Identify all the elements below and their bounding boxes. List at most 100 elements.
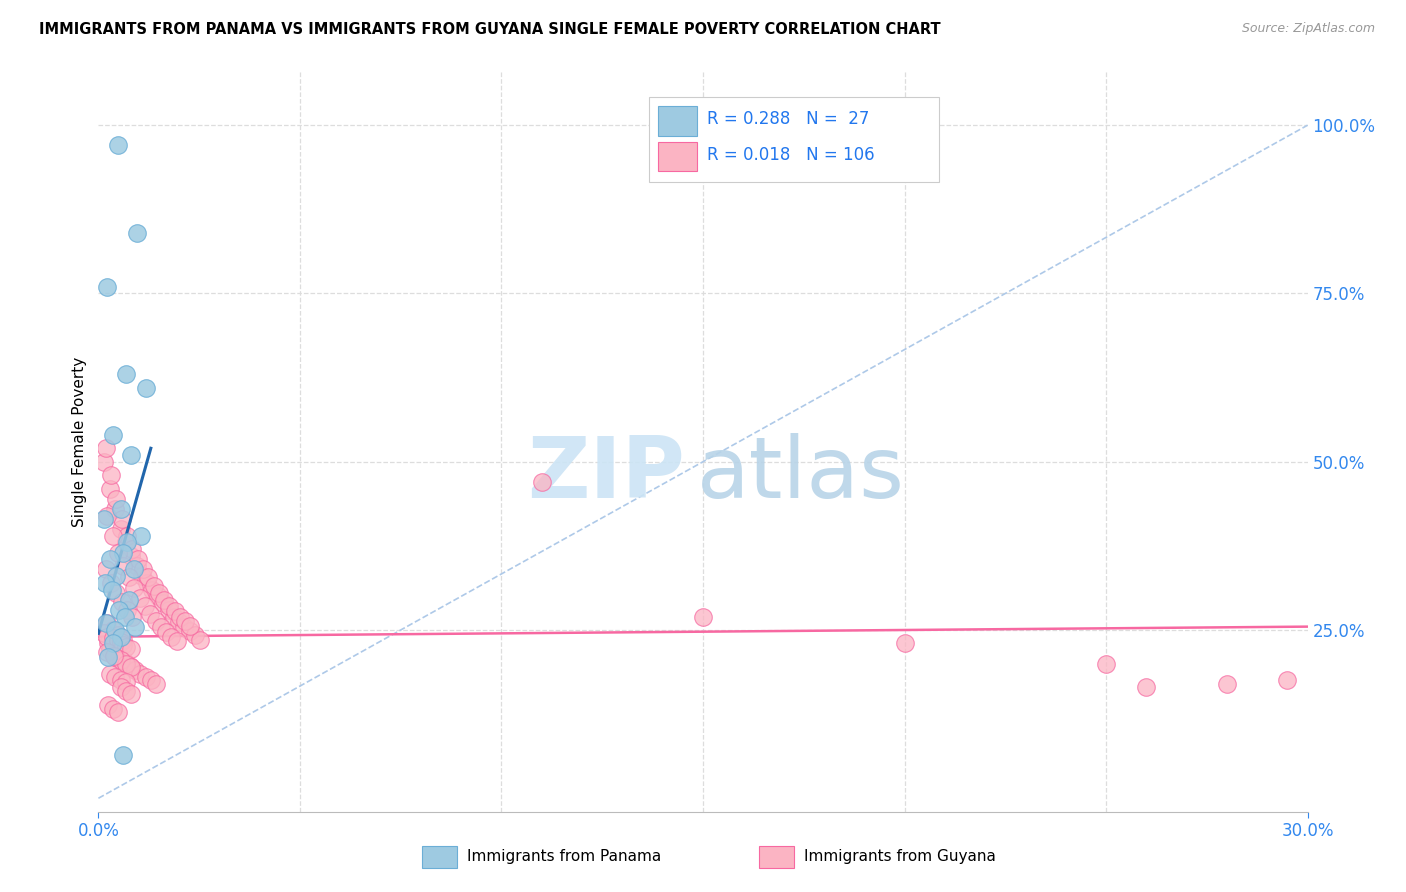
Point	[107, 633, 129, 648]
Point	[157, 603, 180, 617]
Point	[93, 626, 115, 640]
Point	[121, 542, 143, 557]
Point	[141, 673, 163, 688]
Point	[124, 581, 146, 595]
Text: R = 0.288   N =  27: R = 0.288 N = 27	[707, 111, 869, 128]
Point	[94, 442, 117, 456]
Point	[107, 705, 129, 719]
Point	[163, 604, 186, 618]
Point	[135, 381, 157, 395]
Point	[98, 666, 121, 681]
Point	[115, 603, 138, 617]
Point	[127, 552, 149, 566]
Point	[114, 683, 136, 698]
Point	[104, 623, 127, 637]
Point	[131, 569, 153, 583]
Point	[97, 636, 120, 650]
Point	[893, 636, 915, 650]
Point	[114, 640, 136, 654]
Point	[101, 529, 124, 543]
Point	[112, 638, 135, 652]
Text: Immigrants from Panama: Immigrants from Panama	[467, 849, 661, 863]
Point	[110, 501, 132, 516]
Point	[96, 508, 118, 523]
Point	[105, 491, 128, 506]
Point	[118, 592, 141, 607]
Point	[179, 619, 201, 633]
Point	[107, 628, 129, 642]
Point	[169, 609, 191, 624]
Point	[100, 468, 122, 483]
Point	[93, 455, 115, 469]
Point	[104, 569, 127, 583]
Point	[139, 607, 162, 621]
Point	[145, 614, 167, 628]
Point	[96, 616, 118, 631]
Point	[103, 648, 125, 663]
Point	[114, 655, 136, 669]
Point	[1277, 673, 1299, 688]
Point	[129, 666, 152, 681]
Point	[124, 562, 146, 576]
Point	[135, 670, 157, 684]
Point	[111, 512, 134, 526]
Point	[115, 529, 138, 543]
Point	[121, 660, 143, 674]
Point	[117, 535, 139, 549]
Point	[107, 546, 129, 560]
Point	[148, 586, 170, 600]
Point	[110, 630, 132, 644]
Point	[121, 549, 143, 563]
Point	[111, 595, 134, 609]
Point	[167, 615, 190, 629]
Point	[132, 562, 155, 576]
Point	[530, 475, 553, 489]
Point	[118, 570, 141, 584]
Text: R = 0.018   N = 106: R = 0.018 N = 106	[707, 146, 875, 164]
Point	[107, 603, 129, 617]
Point	[121, 609, 143, 624]
Point	[114, 675, 136, 690]
Point	[124, 620, 146, 634]
Point	[1135, 680, 1157, 694]
Point	[114, 609, 136, 624]
Point	[104, 647, 127, 661]
Point	[121, 448, 143, 462]
Point	[112, 559, 135, 574]
Text: ZIP: ZIP	[527, 434, 685, 516]
Point	[96, 630, 118, 644]
Point	[94, 575, 117, 590]
Point	[110, 653, 132, 667]
Point	[179, 624, 201, 639]
Point	[111, 546, 134, 560]
Point	[138, 570, 160, 584]
Point	[134, 599, 156, 614]
Point	[127, 226, 149, 240]
Point	[104, 670, 127, 684]
Point	[101, 427, 124, 442]
Point	[110, 680, 132, 694]
Point	[142, 578, 165, 592]
Point	[104, 501, 127, 516]
Point	[184, 628, 207, 642]
Point	[1216, 677, 1239, 691]
Point	[153, 592, 176, 607]
Text: atlas: atlas	[697, 434, 905, 516]
Point	[163, 609, 186, 624]
Point	[110, 673, 132, 687]
Text: Immigrants from Guyana: Immigrants from Guyana	[804, 849, 995, 863]
Point	[94, 562, 117, 576]
Point	[105, 586, 128, 600]
Point	[124, 664, 146, 678]
Point	[114, 657, 136, 671]
Point	[104, 649, 127, 664]
Point	[112, 633, 135, 648]
Point	[110, 635, 132, 649]
Point	[146, 590, 169, 604]
Point	[121, 687, 143, 701]
Point	[100, 575, 122, 590]
Point	[110, 522, 132, 536]
Point	[98, 482, 121, 496]
Point	[96, 279, 118, 293]
FancyBboxPatch shape	[658, 106, 697, 136]
